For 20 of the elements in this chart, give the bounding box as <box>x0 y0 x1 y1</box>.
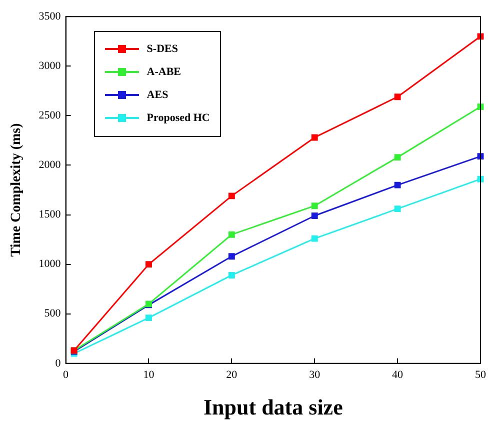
y-tick-label: 1000 <box>38 258 62 270</box>
x-tick-label: 50 <box>475 368 486 381</box>
y-axis-title: Time Complexity (ms) <box>9 122 24 257</box>
x-tick-label: 10 <box>143 368 155 381</box>
x-tick-label: 40 <box>392 368 404 381</box>
y-tick-label: 2500 <box>38 110 62 122</box>
x-tick-label: 20 <box>226 368 238 381</box>
legend-label: Proposed HC <box>146 112 210 124</box>
y-tick-label: 3500 <box>38 10 62 22</box>
y-tick-label: 2000 <box>38 159 62 172</box>
y-tick-label: 1500 <box>38 208 62 221</box>
y-tick-label: 500 <box>44 308 62 320</box>
legend-label: AES <box>146 89 168 102</box>
x-tick-label: 0 <box>63 368 70 381</box>
legend-label: S-DES <box>146 43 178 56</box>
legend-label: A-ABE <box>146 66 182 78</box>
x-tick-label: 30 <box>309 368 321 381</box>
y-tick-label: 3000 <box>38 60 62 72</box>
x-axis-title: Input data size <box>203 394 344 420</box>
y-tick-label: 0 <box>55 357 62 370</box>
